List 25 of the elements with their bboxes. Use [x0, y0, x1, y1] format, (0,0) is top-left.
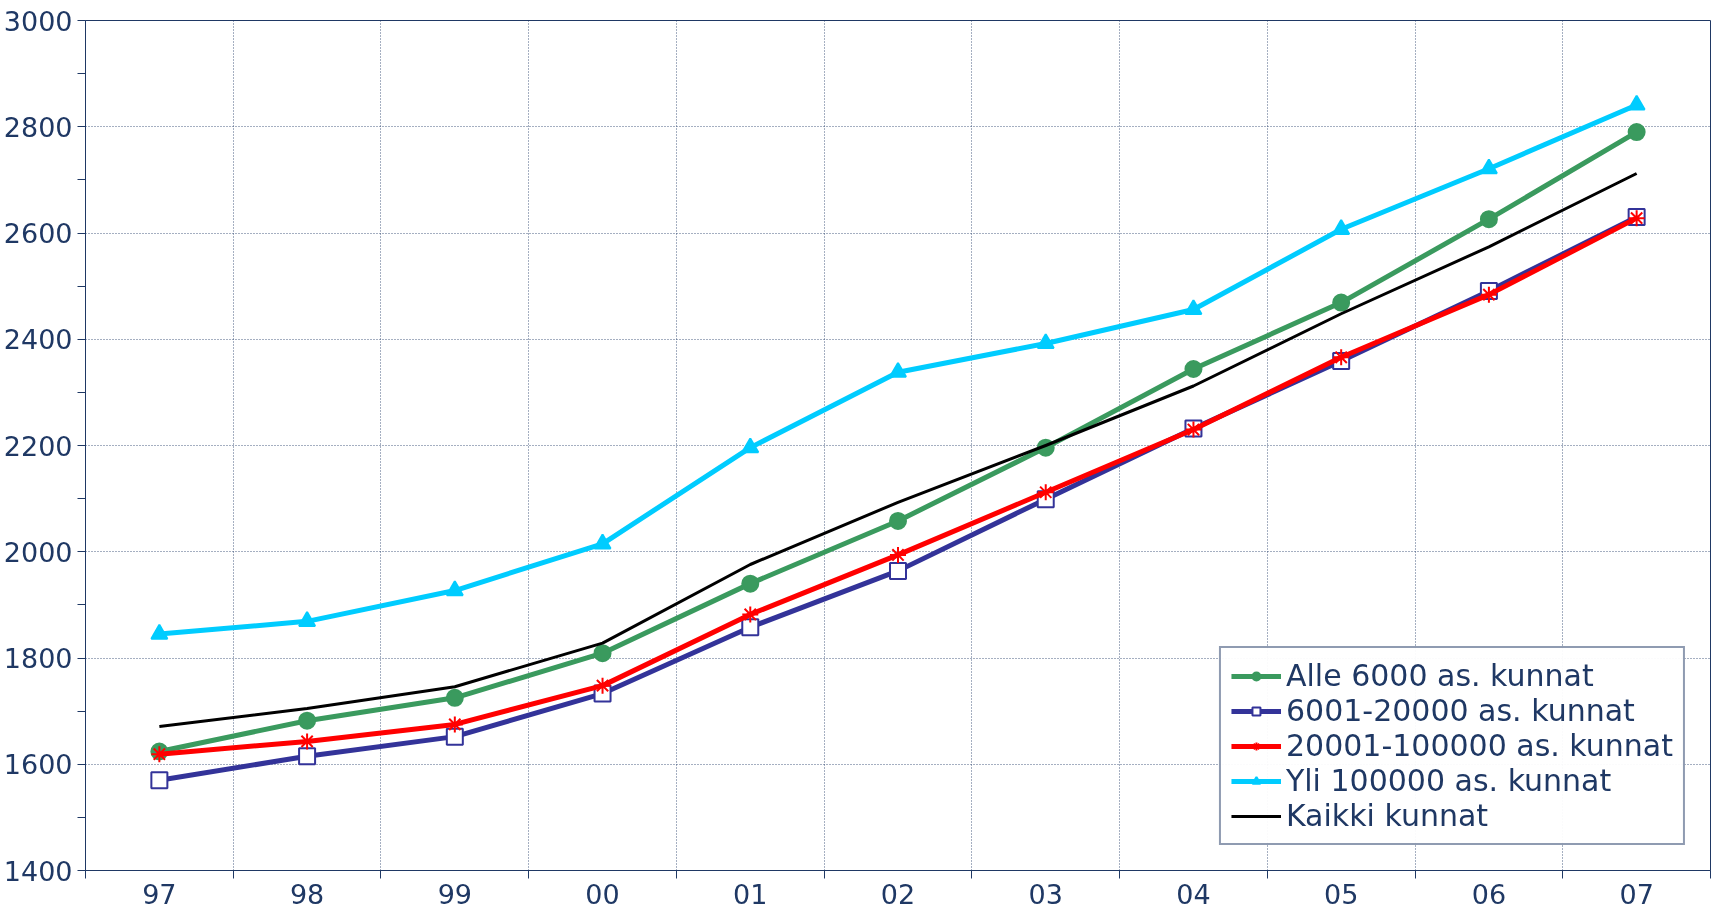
y-tick-label: 2800: [3, 111, 73, 143]
x-tick-label: 01: [733, 878, 768, 910]
legend-label: 6001-20000 as. kunnat: [1285, 693, 1635, 728]
y-tick-label: 2200: [3, 430, 73, 462]
y-tick-label: 2400: [3, 324, 73, 356]
y-tick-label: 1800: [3, 643, 73, 674]
legend-label: Yli 100000 as. kunnat: [1285, 763, 1612, 798]
legend-label: 20001-100000 as. kunnat: [1285, 728, 1673, 763]
x-tick-label: 05: [1324, 878, 1359, 910]
y-tick-label: 2600: [3, 218, 73, 249]
legend-label: Kaikki kunnat: [1285, 798, 1489, 833]
x-tick-label: 00: [585, 878, 620, 910]
x-tick-label: 02: [880, 878, 916, 910]
y-tick-label: 1400: [3, 855, 73, 887]
x-tick-label: 03: [1028, 878, 1063, 910]
x-tick-label: 98: [289, 878, 325, 910]
y-tick-label: 3000: [3, 5, 73, 37]
x-tick-label: 99: [437, 878, 472, 910]
y-tick-label: 1600: [3, 749, 73, 781]
x-tick-label: 06: [1471, 878, 1507, 910]
x-tick-label: 04: [1176, 878, 1211, 910]
x-tick-label: 97: [142, 878, 177, 910]
y-tick-label: 2000: [3, 536, 73, 568]
legend-label: Alle 6000 as. kunnat: [1285, 658, 1594, 693]
x-tick-label: 07: [1619, 878, 1654, 910]
